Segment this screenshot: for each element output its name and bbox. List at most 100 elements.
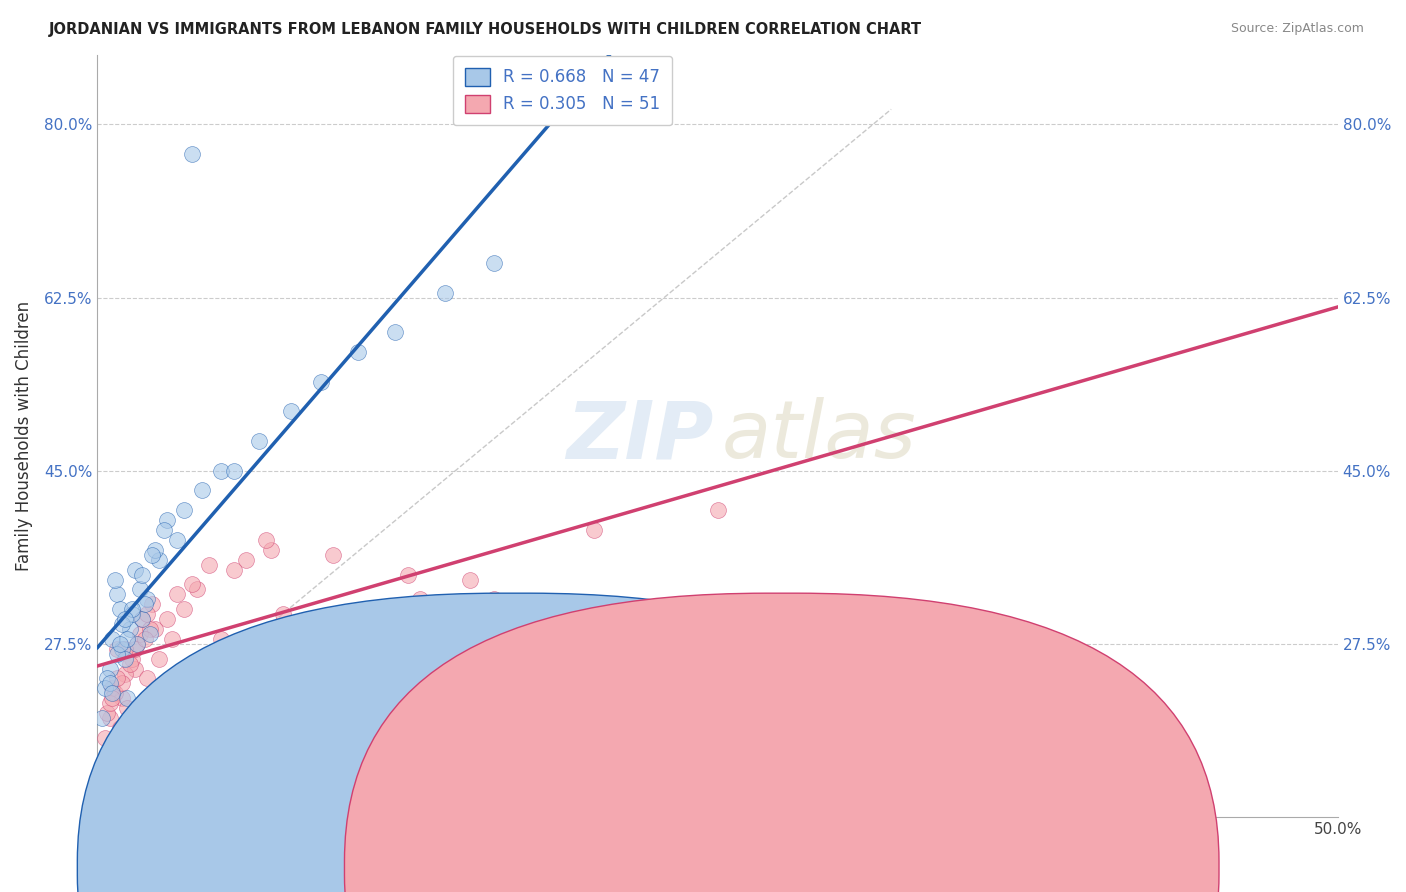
Point <box>124 641 146 656</box>
Point <box>166 533 188 547</box>
Point <box>118 622 141 636</box>
Point <box>141 597 163 611</box>
Point <box>114 612 136 626</box>
Point <box>148 651 170 665</box>
Point <box>94 681 117 696</box>
Point <box>136 592 159 607</box>
Text: ZIP: ZIP <box>567 397 714 475</box>
Text: JORDANIAN VS IMMIGRANTS FROM LEBANON FAMILY HOUSEHOLDS WITH CHILDREN CORRELATION: JORDANIAN VS IMMIGRANTS FROM LEBANON FAM… <box>49 22 922 37</box>
Point <box>582 523 605 537</box>
Point <box>138 627 160 641</box>
Y-axis label: Family Households with Children: Family Households with Children <box>15 301 32 571</box>
Point <box>222 563 245 577</box>
Point <box>98 676 121 690</box>
Point <box>322 548 344 562</box>
Point <box>211 464 233 478</box>
Point <box>98 662 121 676</box>
Point <box>101 681 124 696</box>
Point <box>396 567 419 582</box>
Point <box>254 533 277 547</box>
Point <box>98 711 121 725</box>
Point <box>433 285 456 300</box>
Point <box>247 434 270 448</box>
Point <box>198 558 221 572</box>
Point <box>211 632 233 646</box>
Text: Jordanians: Jordanians <box>548 861 628 875</box>
Point <box>190 483 212 498</box>
Point <box>484 592 506 607</box>
Point <box>105 647 128 661</box>
Text: Immigrants from Lebanon: Immigrants from Lebanon <box>815 861 1014 875</box>
Point <box>111 641 134 656</box>
Point <box>156 513 179 527</box>
Point <box>409 592 432 607</box>
Point <box>105 672 128 686</box>
Text: atlas: atlas <box>721 397 917 475</box>
Point <box>173 602 195 616</box>
Point <box>114 641 136 656</box>
Point <box>98 696 121 710</box>
Point <box>101 632 124 646</box>
Point <box>134 597 156 611</box>
Point <box>484 256 506 270</box>
Point <box>136 607 159 622</box>
Point <box>186 582 208 597</box>
Point <box>138 622 160 636</box>
Point <box>111 676 134 690</box>
Point <box>128 627 150 641</box>
Point <box>273 607 295 622</box>
Point <box>111 617 134 632</box>
Point <box>101 686 124 700</box>
Point <box>131 612 153 626</box>
Point <box>173 503 195 517</box>
Point <box>458 573 481 587</box>
Point <box>104 573 127 587</box>
Point <box>121 602 143 616</box>
Point <box>160 632 183 646</box>
Point <box>309 375 332 389</box>
Point <box>222 464 245 478</box>
Point <box>134 632 156 646</box>
Point <box>260 542 283 557</box>
Point <box>96 706 118 720</box>
Point <box>706 503 728 517</box>
Point <box>105 587 128 601</box>
Point <box>115 701 138 715</box>
Point <box>121 651 143 665</box>
Point <box>108 721 131 735</box>
Point <box>115 632 138 646</box>
Point <box>104 686 127 700</box>
Point <box>114 666 136 681</box>
Point <box>121 607 143 622</box>
Point <box>131 567 153 582</box>
Point <box>101 691 124 706</box>
Point <box>359 617 381 632</box>
Point <box>148 553 170 567</box>
Point <box>127 637 149 651</box>
Point <box>143 542 166 557</box>
Point <box>143 622 166 636</box>
Point <box>96 672 118 686</box>
Point <box>91 711 114 725</box>
Point <box>124 563 146 577</box>
Point <box>141 548 163 562</box>
Point <box>114 651 136 665</box>
Point <box>115 691 138 706</box>
Point <box>235 553 257 567</box>
Point <box>347 345 370 359</box>
Point <box>384 325 406 339</box>
Legend: R = 0.668   N = 47, R = 0.305   N = 51: R = 0.668 N = 47, R = 0.305 N = 51 <box>453 56 672 125</box>
Point <box>124 662 146 676</box>
Point <box>128 582 150 597</box>
Point <box>309 647 332 661</box>
Point <box>111 691 134 706</box>
Point <box>156 612 179 626</box>
Point <box>153 523 176 537</box>
Point <box>136 672 159 686</box>
Point <box>118 657 141 671</box>
Point <box>131 612 153 626</box>
Point <box>280 404 302 418</box>
Point <box>108 602 131 616</box>
Point <box>180 577 202 591</box>
Point <box>108 637 131 651</box>
